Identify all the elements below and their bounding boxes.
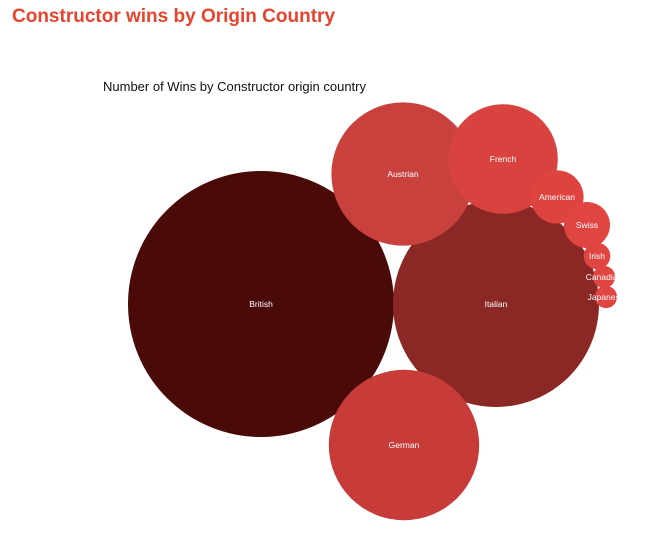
- bubble-austrian[interactable]: [331, 102, 475, 246]
- bubble-label-japanese: Japanese: [588, 292, 625, 302]
- bubble-irish[interactable]: [583, 242, 611, 270]
- bubble-label-italian: Italian: [485, 299, 508, 309]
- bubble-label-irish: Irish: [589, 251, 605, 261]
- bubble-british[interactable]: [128, 171, 394, 437]
- bubble-label-american: American: [539, 192, 575, 202]
- bubble-label-german: German: [389, 440, 420, 450]
- bubble-label-austrian: Austrian: [387, 169, 418, 179]
- bubble-label-canadian: Canadian: [586, 272, 623, 282]
- bubble-japanese[interactable]: [594, 285, 618, 309]
- bubble-label-swiss: Swiss: [576, 220, 598, 230]
- bubbles-group: British Italian German Austrian French Americ…: [128, 102, 625, 521]
- bubble-label-french: French: [490, 154, 517, 164]
- bubble-swiss[interactable]: [564, 202, 610, 248]
- bubble-german[interactable]: [328, 369, 480, 521]
- page-title: Constructor wins by Origin Country: [12, 6, 336, 27]
- bubble-italian[interactable]: [393, 201, 599, 407]
- bubble-canadian[interactable]: [592, 265, 616, 289]
- chart-title: Number of Wins by Constructor origin cou…: [103, 79, 366, 94]
- bubble-french[interactable]: [448, 104, 558, 214]
- bubble-label-british: British: [249, 299, 273, 309]
